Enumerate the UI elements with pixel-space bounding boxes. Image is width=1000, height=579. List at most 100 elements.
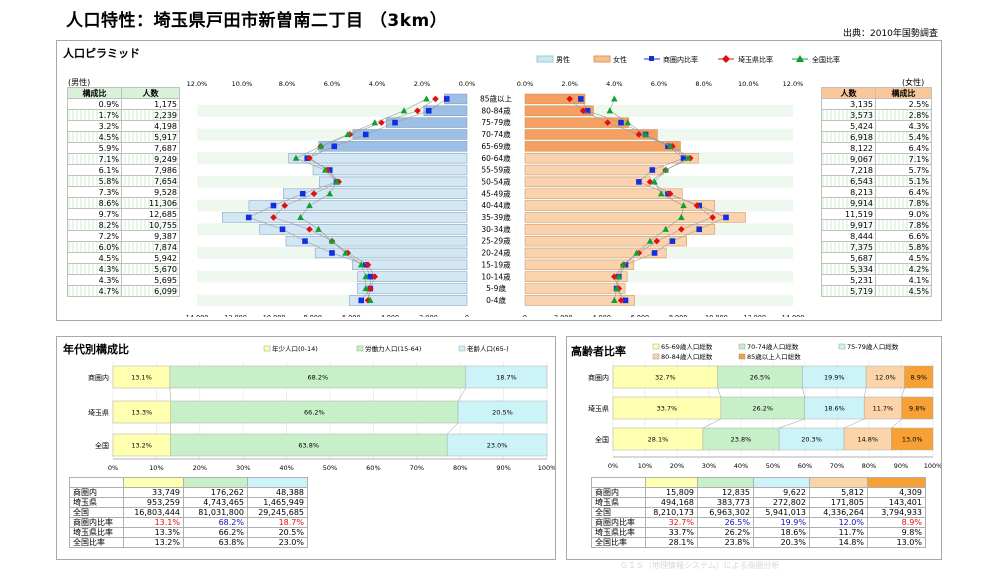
count-tick-right: 10,000	[705, 313, 728, 317]
age-x-tick: 0%	[108, 464, 118, 472]
male-col-ratio: 構成比	[67, 87, 122, 99]
eld-legend-swatch	[738, 343, 746, 350]
age-x-tick: 50%	[323, 464, 337, 472]
eld-connector	[717, 387, 722, 398]
female-table-row: 3,573 2.8%	[821, 109, 932, 121]
male-bar	[357, 271, 468, 282]
pref-female-marker	[611, 273, 618, 280]
elderly-title: 高齢者比率	[571, 345, 626, 358]
national-male-marker	[362, 285, 370, 292]
national-male-marker	[423, 95, 430, 102]
eld-connector	[802, 387, 805, 398]
age-segment-label: 23.0%	[487, 442, 508, 450]
male-ratio-cell: 1.7%	[67, 109, 122, 121]
pct-tick-right: 4.0%	[606, 80, 623, 88]
male-count-cell: 7,986	[121, 164, 180, 176]
national-female-marker	[624, 119, 632, 126]
male-table-row: 8.6% 11,306	[67, 197, 180, 209]
eld-legend-label: 80-84歳人口総数	[661, 352, 713, 361]
elderly-table: 商圏内 15,809 12,835 9,622 5,812 4,309 埼玉県 494,168…	[591, 477, 926, 548]
male-ratio-cell: 7.2%	[67, 230, 122, 242]
age-row-label: 全国比率	[69, 537, 124, 548]
pref-male-marker	[366, 285, 374, 292]
male-bar	[312, 164, 468, 176]
female-count-cell: 9,914	[821, 197, 876, 209]
area-male-marker	[329, 250, 335, 256]
female-table-row: 7,375 5.8%	[821, 241, 932, 253]
eld-row-label: 埼玉県	[591, 497, 646, 508]
eld-segment-label: 19.9%	[824, 374, 845, 382]
female-count-cell: 5,231	[821, 274, 876, 286]
age-value-cell: 63.8%	[183, 537, 248, 548]
count-tick-right: 14,000	[782, 313, 805, 317]
age-x-tick: 40%	[279, 464, 293, 472]
female-table-row: 5,687 4.5%	[821, 252, 932, 264]
pct-tick-left: 8.0%	[279, 80, 296, 88]
elderly-table-col-80	[809, 477, 868, 488]
female-ratio-cell: 4.2%	[875, 263, 932, 275]
elderly-table-col-75	[753, 477, 810, 488]
national-female-marker	[657, 190, 665, 197]
female-bar	[524, 259, 635, 270]
male-ratio-cell: 8.6%	[67, 197, 122, 209]
age-value-cell: 66.2%	[183, 527, 248, 538]
age-label: 5-9歳	[486, 283, 506, 293]
area-female-marker	[578, 96, 584, 102]
male-count-cell: 5,917	[121, 131, 180, 143]
area-male-marker	[367, 273, 374, 280]
pct-tick-left: 0.0%	[459, 80, 476, 88]
male-ratio-cell: 5.9%	[67, 142, 122, 154]
male-table-row: 3.2% 4,198	[67, 120, 180, 132]
area-female-marker	[723, 214, 729, 221]
female-table-row: 11,519 9.0%	[821, 208, 932, 220]
age-x-tick: 100%	[538, 464, 555, 472]
eld-x-tick: 60%	[798, 462, 812, 470]
eld-segment-label: 13.0%	[902, 436, 923, 444]
female-ratio-cell: 2.8%	[875, 109, 932, 121]
age-structure-table: 商圏内 33,749 176,262 48,388 埼玉県 953,259 4,743,46…	[69, 477, 308, 548]
area-female-marker	[636, 179, 642, 185]
male-bar	[285, 235, 468, 247]
female-count-cell: 7,375	[821, 241, 876, 253]
eld-value-cell: 23.8%	[697, 537, 754, 548]
eld-segment-label: 14.8%	[857, 436, 878, 444]
national-male-marker	[321, 166, 329, 173]
male-table-row: 1.7% 2,239	[67, 109, 180, 121]
age-value-cell: 953,259	[123, 497, 184, 508]
pref-female-marker	[678, 225, 685, 233]
female-bar	[524, 212, 746, 223]
female-bar	[524, 105, 594, 116]
male-count-cell: 5,942	[121, 252, 180, 264]
age-x-tick: 10%	[149, 464, 163, 472]
eld-value-cell: 272,802	[753, 497, 810, 508]
male-bar	[288, 153, 468, 164]
count-tick-left: 10,000	[263, 313, 286, 317]
area-female-marker	[584, 107, 591, 114]
age-x-tick: 90%	[496, 464, 510, 472]
age-label: 0-4歳	[486, 295, 506, 305]
eld-value-cell: 3,794,933	[867, 507, 926, 518]
eld-category-label: 全国	[595, 435, 609, 444]
area-female-marker	[651, 250, 658, 256]
male-table-row: 9.7% 12,685	[67, 208, 180, 220]
count-tick-right: 8,000	[669, 313, 688, 317]
age-label: 35-39歳	[481, 212, 511, 222]
age-table-row: 商圏内比率 13.1% 68.2% 18.7%	[69, 517, 308, 528]
national-male-marker	[366, 296, 374, 303]
national-male-marker	[371, 119, 379, 126]
age-segment-label: 13.3%	[132, 409, 153, 417]
eld-value-cell: 5,941,013	[753, 507, 810, 518]
age-structure-title: 年代別構成比	[63, 343, 129, 356]
area-female-marker	[680, 155, 687, 161]
female-ratio-cell: 4.3%	[875, 120, 932, 132]
eld-value-cell: 171,805	[809, 497, 868, 508]
male-count-cell: 9,528	[121, 186, 180, 198]
eld-value-cell: 12,835	[697, 487, 754, 498]
eld-bar-segment	[901, 396, 934, 420]
legend-female-swatch	[593, 55, 611, 63]
national-female-marker	[684, 154, 692, 161]
pct-tick-left: 4.0%	[369, 80, 386, 88]
female-bar	[524, 271, 628, 282]
age-x-tick: 20%	[193, 464, 207, 472]
age-category-label: 埼玉県	[88, 408, 109, 417]
